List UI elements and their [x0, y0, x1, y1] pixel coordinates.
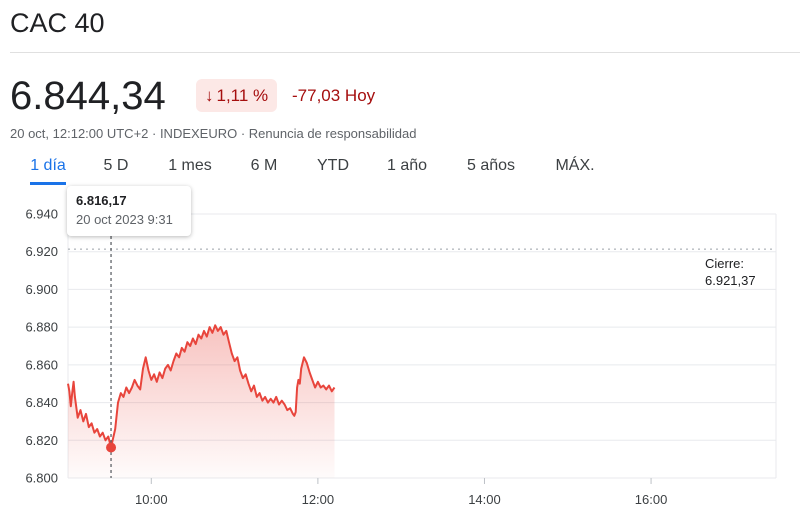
- tooltip-value: 6.816,17: [76, 193, 127, 208]
- y-tick-label: 6.820: [25, 433, 58, 448]
- previous-close-title: Cierre:: [705, 256, 745, 271]
- price-area: [68, 325, 335, 478]
- range-tabs: 1 día 5 D 1 mes 6 M YTD 1 año 5 años MÁX…: [0, 156, 800, 186]
- hover-tooltip: 6.816,17 20 oct 2023 9:31: [67, 186, 191, 236]
- page-title: CAC 40: [10, 8, 105, 38]
- tab-ytd[interactable]: YTD: [317, 157, 349, 174]
- y-tick-label: 6.880: [25, 320, 58, 335]
- tab-1-dia[interactable]: 1 día: [30, 156, 66, 185]
- tooltip-datetime: 20 oct 2023 9:31: [76, 212, 173, 227]
- tab-6-m[interactable]: 6 M: [250, 157, 278, 174]
- previous-close-label: Cierre: 6.921,37: [705, 255, 756, 289]
- tab-1-ano[interactable]: 1 año: [386, 157, 428, 174]
- y-tick-label: 6.940: [25, 207, 58, 222]
- arrow-down-icon: ↓: [205, 85, 214, 105]
- y-tick-label: 6.800: [25, 471, 58, 486]
- tab-5-d[interactable]: 5 D: [103, 157, 129, 174]
- change-percent-value: 1,11 %: [216, 85, 269, 105]
- change-percent-badge: ↓ 1,11 %: [196, 79, 278, 112]
- x-tick-label: 12:00: [302, 492, 335, 507]
- hover-marker-point: [106, 442, 117, 453]
- y-tick-label: 6.860: [25, 357, 58, 372]
- x-tick-label: 14:00: [468, 492, 501, 507]
- tab-5-anos[interactable]: 5 años: [466, 157, 516, 174]
- current-price: 6.844,34: [10, 74, 166, 118]
- previous-close-value: 6.921,37: [705, 273, 756, 288]
- x-tick-label: 10:00: [135, 492, 168, 507]
- y-tick-label: 6.840: [25, 395, 58, 410]
- y-tick-label: 6.900: [25, 282, 58, 297]
- tab-1-mes[interactable]: 1 mes: [168, 157, 212, 174]
- quote-meta: 20 oct, 12:12:00 UTC+2 · INDEXEURO · Ren…: [10, 126, 417, 141]
- divider: [10, 52, 800, 53]
- y-tick-label: 6.920: [25, 244, 58, 259]
- x-tick-label: 16:00: [635, 492, 668, 507]
- price-chart[interactable]: 6.940 6.920 6.900 6.880 6.860 6.840 6.820 6.800…: [0, 190, 800, 522]
- change-absolute: -77,03 Hoy: [292, 86, 376, 105]
- price-line: [67, 324, 336, 449]
- tab-max[interactable]: MÁX.: [555, 157, 595, 174]
